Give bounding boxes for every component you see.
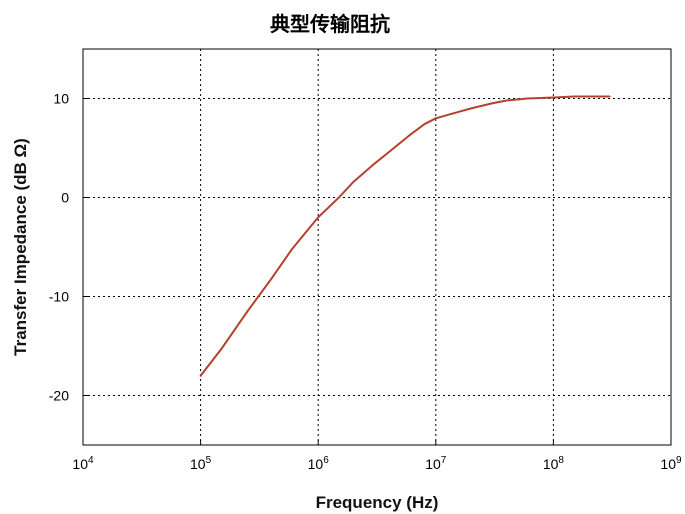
series [199,95,611,377]
y-axis-label: Transfer Impedance (dB Ω) [11,138,30,356]
x-tick-label: 107 [425,455,447,472]
x-tick-label: 106 [308,455,330,472]
y-tick-label: 10 [53,91,69,107]
x-tick-label: 109 [660,455,682,472]
y-tick-label: 0 [61,190,69,206]
chart-title: 典型传输阻抗 [270,12,390,36]
series-line [199,95,611,377]
x-tick-label: 104 [72,455,94,472]
grid [82,49,672,445]
y-tick-labels: 10 0 -10 -20 [49,91,69,404]
plot-frame [82,48,672,446]
x-tick-labels: 104 105 106 107 108 109 [72,455,682,472]
y-tick-label: -20 [49,388,69,404]
x-tick-label: 105 [190,455,212,472]
x-axis-label: Frequency (Hz) [316,493,439,512]
x-tick-label: 108 [543,455,565,472]
y-tick-label: -10 [49,289,69,305]
